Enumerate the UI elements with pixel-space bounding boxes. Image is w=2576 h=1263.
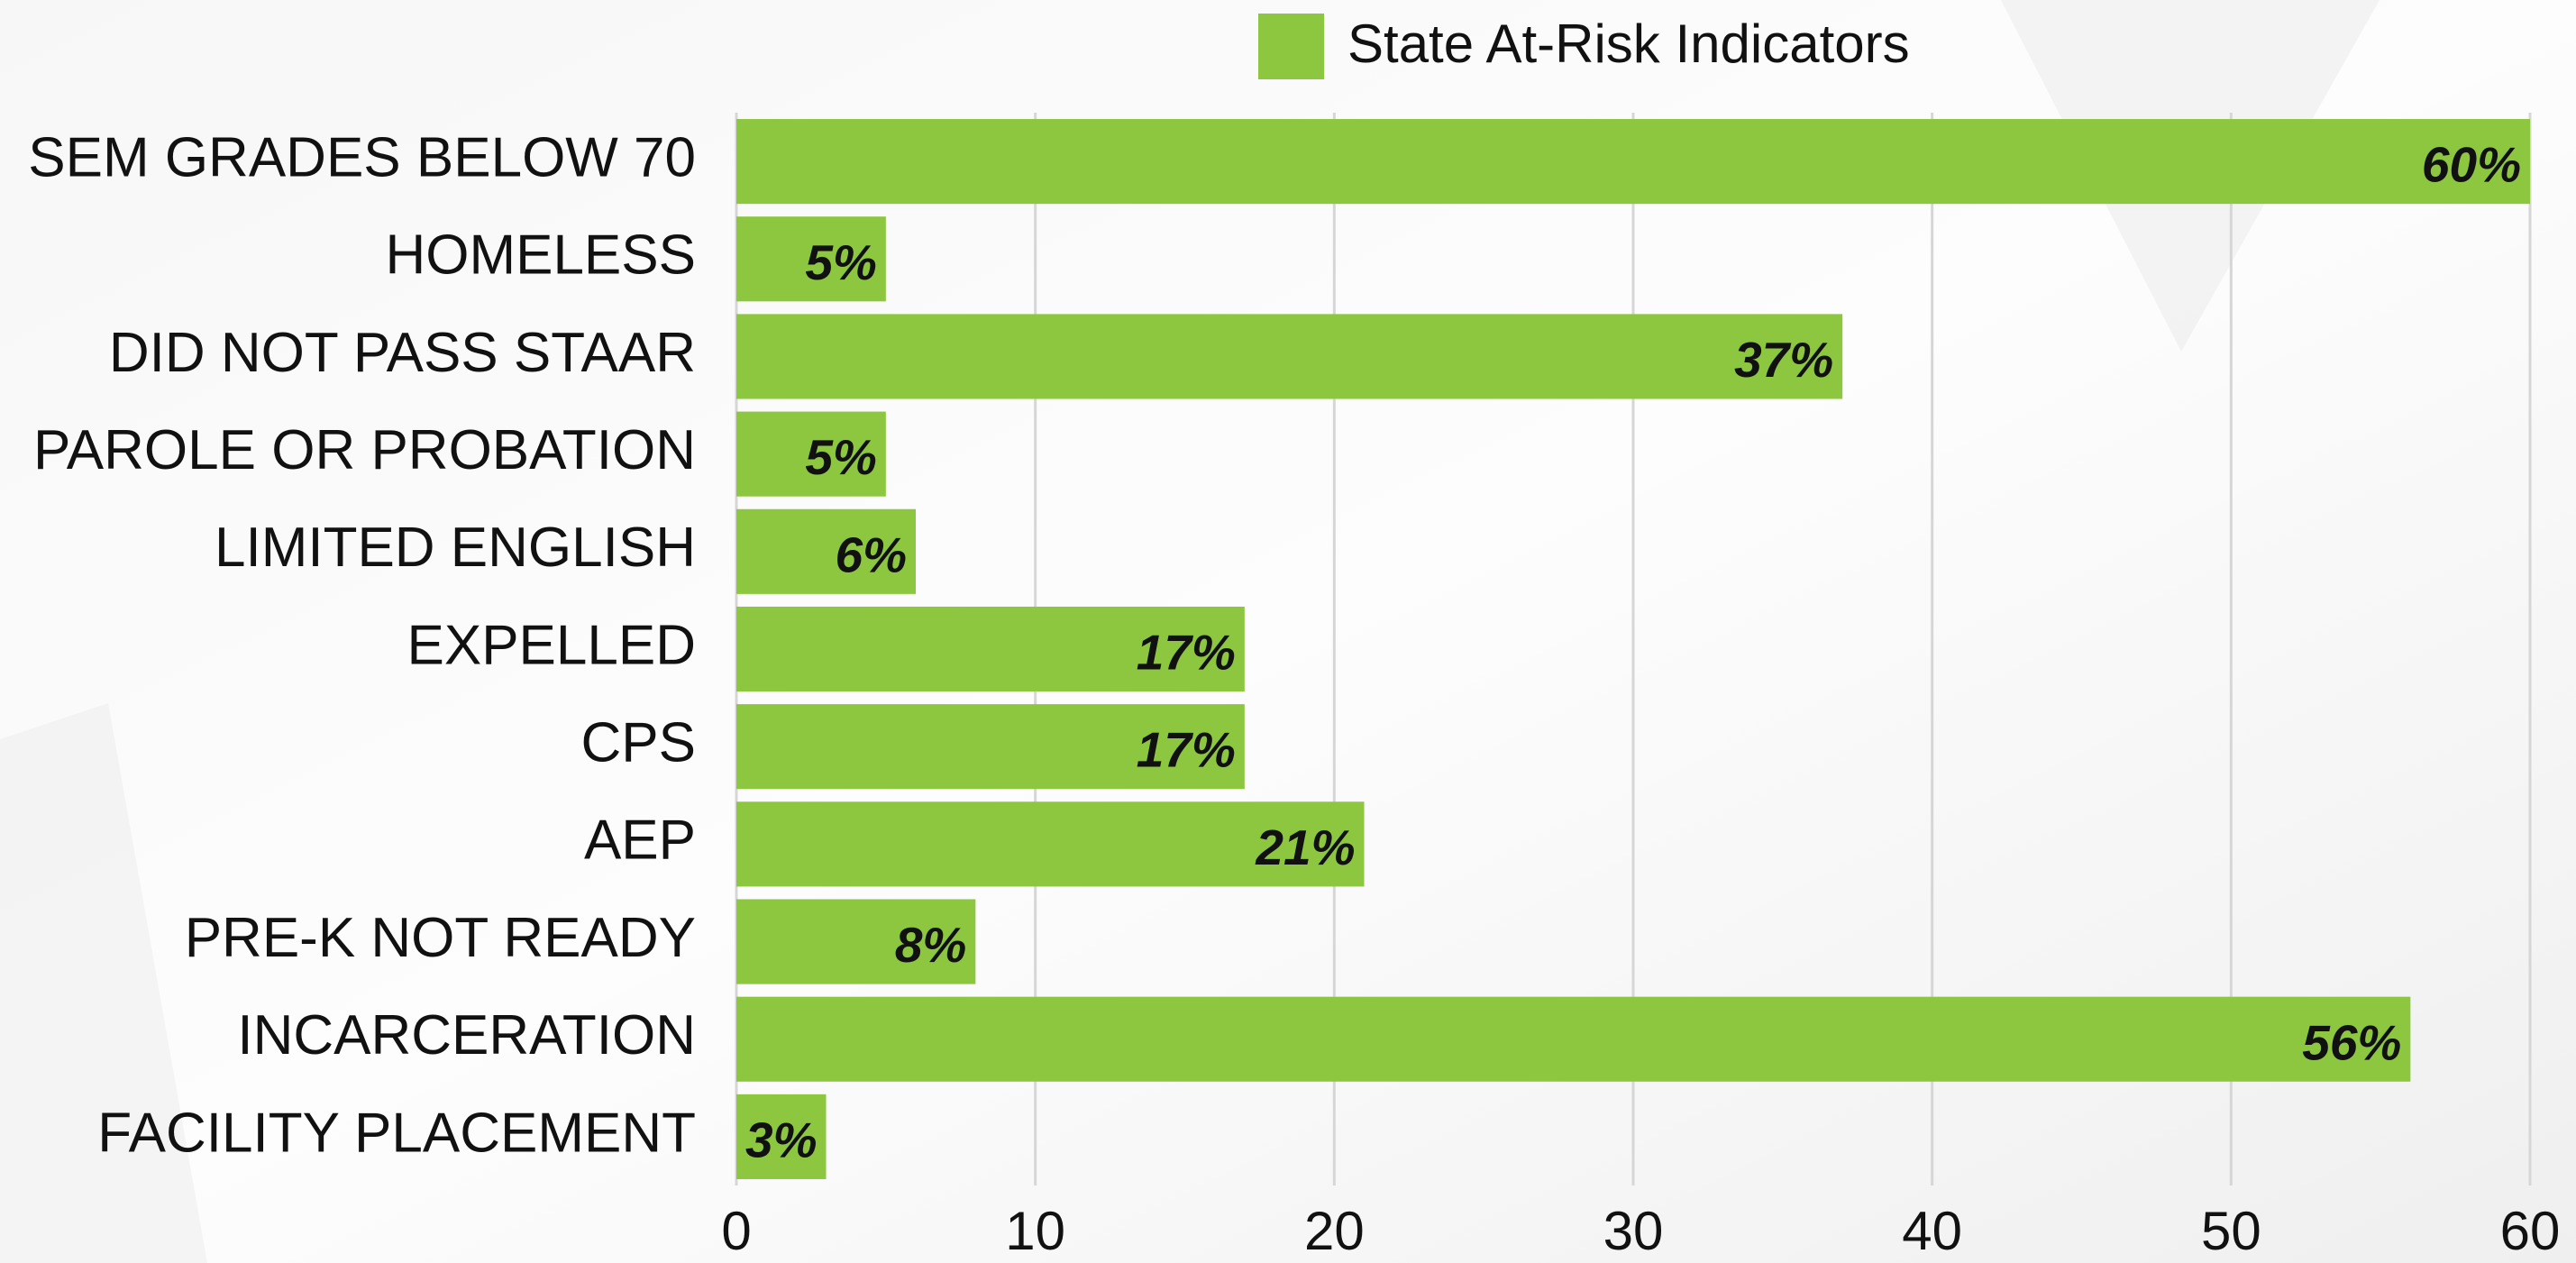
data-label: 5% [805,234,877,290]
data-label: 6% [836,526,908,582]
background-shape [0,703,207,1263]
y-tick-label: EXPELLED [406,614,696,676]
x-tick-label: 0 [721,1201,751,1261]
bar [736,606,1245,692]
data-label: 60% [2422,137,2521,193]
x-tick-label: 10 [1005,1201,1065,1261]
data-label: 37% [1734,332,1833,388]
bar [736,801,1365,887]
bar [736,996,2411,1082]
bar [736,119,2530,205]
y-tick-label: AEP [584,810,696,872]
x-tick-label: 20 [1304,1201,1365,1261]
bar [736,1094,827,1179]
data-label: 17% [1137,625,1236,681]
y-tick-label: DID NOT PASS STAAR [109,322,696,384]
y-tick-label: FACILITY PLACEMENT [97,1102,696,1164]
y-tick-label: PAROLE OR PROBATION [33,419,696,481]
bar [736,216,886,302]
y-tick-label: PRE-K NOT READY [185,907,696,969]
y-tick-label: CPS [581,712,696,774]
data-label: 56% [2302,1014,2401,1070]
x-tick-label: 50 [2201,1201,2261,1261]
data-label: 17% [1137,722,1236,778]
data-label: 8% [895,917,967,973]
legend-swatch [1258,14,1324,79]
bar [736,411,886,497]
bar [736,314,1843,399]
bar [736,899,976,984]
x-tick-label: 40 [1902,1201,1962,1261]
bar [736,704,1245,790]
y-tick-label: LIMITED ENGLISH [215,517,696,579]
y-tick-label: INCARCERATION [237,1004,696,1066]
x-tick-label: 30 [1603,1201,1664,1261]
y-tick-label: HOMELESS [385,224,696,287]
legend-label: State At-Risk Indicators [1347,14,1910,74]
x-tick-label: 60 [2500,1201,2561,1261]
data-label: 21% [1255,819,1355,875]
data-label: 3% [745,1112,818,1167]
data-label: 5% [805,429,877,485]
bar [736,508,916,594]
y-tick-label: SEM GRADES BELOW 70 [28,126,696,188]
